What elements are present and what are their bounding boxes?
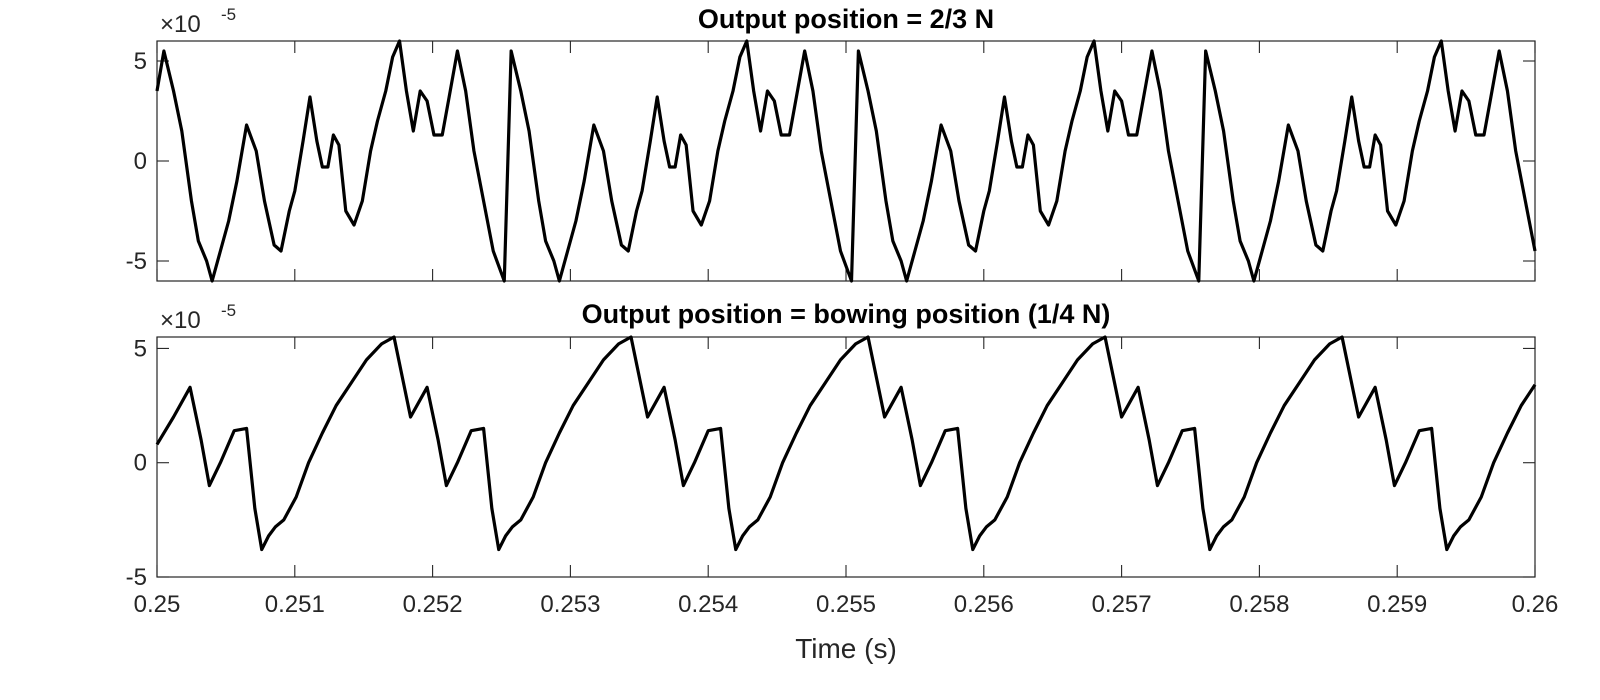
y-ticks-bottom: -5 0 5 <box>126 335 1535 591</box>
chart-title-bottom: Output position = bowing position (1/4 N… <box>582 299 1111 329</box>
x-tick-label: 0.251 <box>265 591 325 618</box>
subplot-top: -5 0 5 Output position = 2/3 N ×10 -5 <box>126 4 1537 283</box>
x-ticks-top <box>156 41 1536 281</box>
x-tick-label: 0.25 <box>134 591 181 618</box>
x-tick-label: 0.26 <box>1512 591 1559 618</box>
series-line-top <box>155 39 1537 283</box>
y-multiplier-bottom: ×10 -5 <box>160 301 236 334</box>
y-tick-label: 0 <box>134 450 147 477</box>
x-tick-label: 0.253 <box>540 591 600 618</box>
x-axis-label: Time (s) <box>795 633 897 664</box>
x-tick-label: 0.257 <box>1092 591 1152 618</box>
axes-frame-bottom <box>156 336 1536 578</box>
y-multiplier-base: ×10 <box>160 307 201 334</box>
y-multiplier-exponent: -5 <box>221 5 236 24</box>
x-tick-label: 0.256 <box>954 591 1014 618</box>
y-tick-label: 5 <box>134 48 147 75</box>
x-tick-label: 0.252 <box>403 591 463 618</box>
subplot-bottom: -505 0.25 0.251 0.252 0.253 0.254 0.255 0.256 0… <box>126 299 1559 664</box>
y-multiplier-base: ×10 <box>160 11 201 38</box>
x-tick-label: 0.255 <box>816 591 876 618</box>
series-line-bottom <box>155 335 1537 552</box>
x-ticks-bottom: 0.25 0.251 0.252 0.253 0.254 0.255 0.256 0.257 0… <box>134 337 1559 618</box>
y-tick-label: 5 <box>134 335 147 362</box>
y-tick-label: -5 <box>126 248 147 275</box>
x-tick-label: 0.258 <box>1229 591 1289 618</box>
y-tick-label: -5 <box>126 564 147 591</box>
y-tick-label: 0 <box>134 148 147 175</box>
y-ticks-top: -5 0 5 <box>126 48 1535 275</box>
x-tick-label: 0.259 <box>1367 591 1427 618</box>
axes-frame-top <box>156 40 1536 282</box>
chart-title-top: Output position = 2/3 N <box>698 4 994 34</box>
y-multiplier-exponent: -5 <box>221 301 236 320</box>
x-tick-label: 0.254 <box>678 591 738 618</box>
y-multiplier-top: ×10 -5 <box>160 5 236 38</box>
